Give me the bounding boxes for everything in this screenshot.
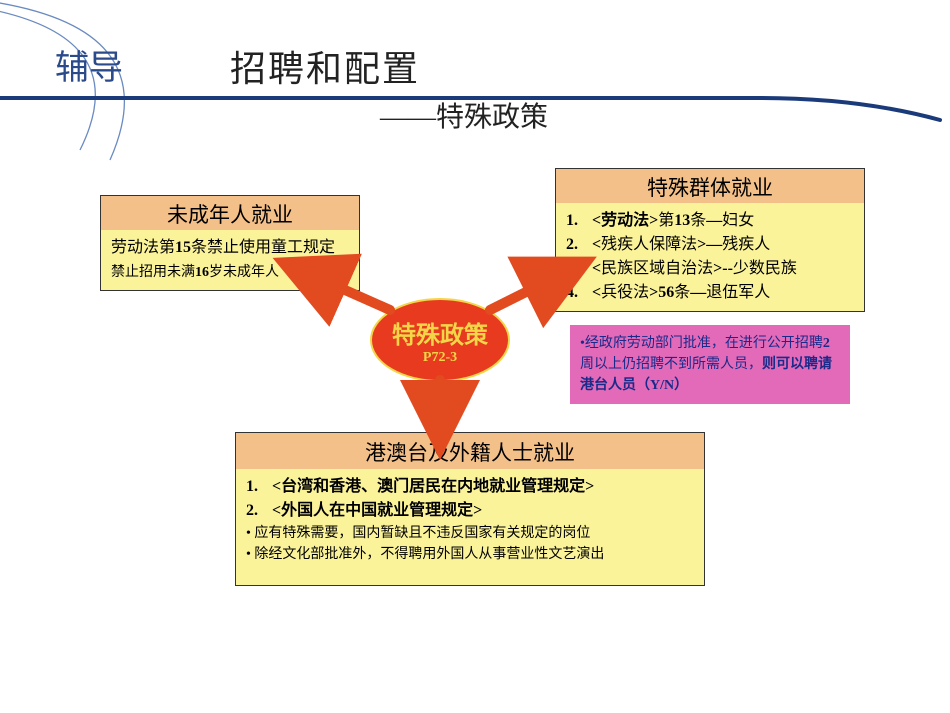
- note-pink-box: •经政府劳动部门批准，在进行公开招聘2周以上仍招聘不到所需人员，则可以聘请港台人…: [570, 325, 850, 404]
- box-body: 1.<劳动法>第13条—妇女2.<残疾人保障法>—残疾人3.<民族区域自治法>-…: [556, 203, 864, 311]
- bullet-list: 应有特殊需要，国内暂缺且不违反国家有关规定的岗位除经文化部批准外，不得聘用外国人…: [246, 523, 694, 565]
- list-item: 除经文化部批准外，不得聘用外国人从事营业性文艺演出: [246, 544, 694, 565]
- text-line: 禁止招用未满16岁未成年人: [111, 260, 349, 284]
- box-body: 1.<台湾和香港、澳门居民在内地就业管理规定>2.<外国人在中国就业管理规定> …: [236, 469, 704, 585]
- box-title: 港澳台及外籍人士就业: [236, 433, 704, 469]
- numbered-list: 1.<劳动法>第13条—妇女2.<残疾人保障法>—残疾人3.<民族区域自治法>-…: [566, 209, 854, 305]
- oval-main-text: 特殊政策: [392, 315, 488, 350]
- box-special-groups: 特殊群体就业 1.<劳动法>第13条—妇女2.<残疾人保障法>—残疾人3.<民族…: [555, 168, 865, 312]
- box-body: 劳动法第15条禁止使用童工规定禁止招用未满16岁未成年人: [101, 230, 359, 290]
- numbered-list: 1.<台湾和香港、澳门居民在内地就业管理规定>2.<外国人在中国就业管理规定>: [246, 475, 694, 523]
- text-line: 劳动法第15条禁止使用童工规定: [111, 236, 349, 260]
- header-title: 招聘和配置: [230, 40, 420, 92]
- list-item: 3.<民族区域自治法>--少数民族: [566, 257, 854, 281]
- header-logo-text: 辅导: [55, 40, 123, 89]
- center-topic-oval: 特殊政策 P72-3: [370, 298, 510, 382]
- box-foreign-employment: 港澳台及外籍人士就业 1.<台湾和香港、澳门居民在内地就业管理规定>2.<外国人…: [235, 432, 705, 586]
- list-item: 1.<劳动法>第13条—妇女: [566, 209, 854, 233]
- list-item: 应有特殊需要，国内暂缺且不违反国家有关规定的岗位: [246, 523, 694, 544]
- list-item: 2.<外国人在中国就业管理规定>: [246, 499, 694, 523]
- box-minor-employment: 未成年人就业 劳动法第15条禁止使用童工规定禁止招用未满16岁未成年人: [100, 195, 360, 291]
- header-subtitle: ——特殊政策: [380, 95, 548, 135]
- slide-header: 辅导 招聘和配置 ——特殊政策: [0, 0, 950, 130]
- box-title: 特殊群体就业: [556, 169, 864, 203]
- box-title: 未成年人就业: [101, 196, 359, 230]
- list-item: 4.<兵役法>56条—退伍军人: [566, 281, 854, 305]
- oval-sub-text: P72-3: [423, 350, 457, 366]
- list-item: 2.<残疾人保障法>—残疾人: [566, 233, 854, 257]
- list-item: 1.<台湾和香港、澳门居民在内地就业管理规定>: [246, 475, 694, 499]
